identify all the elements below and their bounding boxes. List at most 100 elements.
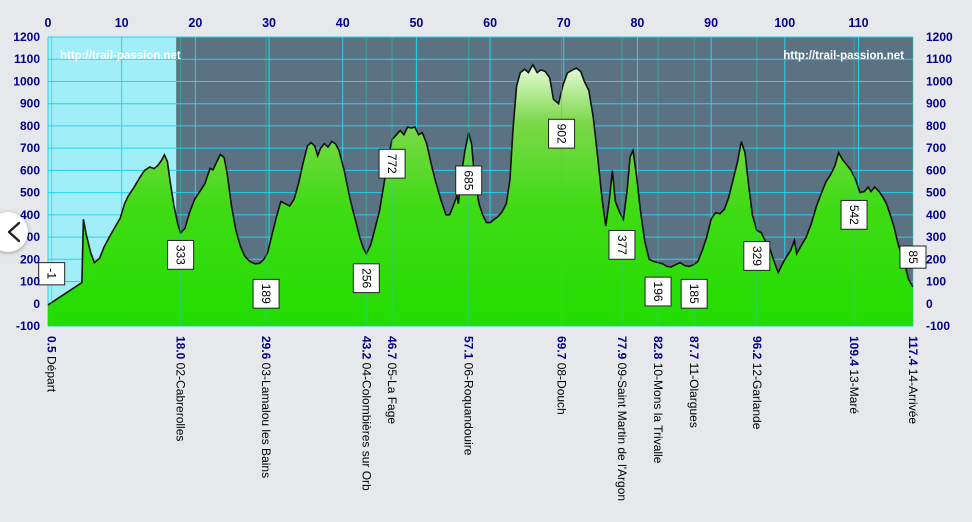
checkpoint-name: Départ xyxy=(45,353,59,393)
checkpoint-km: 46.7 xyxy=(385,336,399,360)
y-tick-label-left: 500 xyxy=(20,186,40,200)
checkpoint-label-box xyxy=(608,229,636,260)
x-tick-label: 30 xyxy=(262,16,276,30)
checkpoint-elevation-text: 196 xyxy=(651,282,665,302)
checkpoint-label-box xyxy=(899,245,927,269)
x-tick-label: 90 xyxy=(704,16,718,30)
checkpoint-axis-label: 109.4 13-Maré xyxy=(847,336,861,414)
checkpoint-elevation-text: 902 xyxy=(555,124,569,144)
checkpoint-label-box xyxy=(378,148,406,179)
y-tick-label-right: 1000 xyxy=(926,74,953,88)
checkpoint-label-box xyxy=(680,278,708,309)
y-tick-label-right: 400 xyxy=(926,208,946,222)
y-tick-label-right: 0 xyxy=(926,297,933,311)
chevron-left-icon xyxy=(7,221,21,243)
y-tick-label-right: 100 xyxy=(926,275,946,289)
y-tick-label-left: 700 xyxy=(20,141,40,155)
y-tick-label-right: -100 xyxy=(926,319,950,333)
checkpoint-name: 12-Garlande xyxy=(750,359,764,429)
checkpoint-name: 13-Maré xyxy=(847,366,861,414)
checkpoint-elevation-label: 196 xyxy=(644,276,672,307)
x-tick-label: 80 xyxy=(630,16,644,30)
checkpoint-elevation-label: 772 xyxy=(378,148,406,179)
checkpoint-axis-label: 117.4 14-Arrivée xyxy=(906,336,920,424)
checkpoint-km: 0.5 xyxy=(45,336,59,353)
checkpoint-elevation-label: 685 xyxy=(455,165,483,196)
checkpoint-elevation-label: 329 xyxy=(743,241,771,271)
checkpoint-axis-label: 69.7 08-Douch xyxy=(555,336,569,415)
checkpoint-elevation-text: 85 xyxy=(906,250,920,264)
y-tick-label-right: 300 xyxy=(926,230,946,244)
checkpoint-name: 09-Saint Martin de l'Argon xyxy=(615,359,629,501)
checkpoint-axis-label: 29.6 03-Lamalou les Bains xyxy=(259,336,273,478)
checkpoint-km: 18.0 xyxy=(174,336,188,360)
checkpoint-km: 77.9 xyxy=(615,336,629,360)
y-tick-label-left: 0 xyxy=(33,297,40,311)
x-tick-label: 100 xyxy=(774,16,795,30)
y-tick-label-right: 200 xyxy=(926,252,946,266)
checkpoint-elevation-text: 256 xyxy=(359,268,373,288)
y-tick-label-right: 500 xyxy=(926,186,946,200)
y-tick-label-left: 800 xyxy=(20,119,40,133)
checkpoint-elevation-label: 333 xyxy=(167,239,195,270)
checkpoint-elevation-text: 772 xyxy=(385,154,399,174)
checkpoint-axis-label: 0.5 Départ xyxy=(45,336,59,393)
checkpoint-km: 57.1 xyxy=(462,336,476,360)
x-tick-label: 70 xyxy=(557,16,571,30)
checkpoint-name: 08-Douch xyxy=(555,359,569,414)
checkpoint-elevation-text: 685 xyxy=(462,170,476,190)
checkpoint-elevation-label: 85 xyxy=(899,245,927,269)
checkpoint-annotations: -1 333 189 256 772 685 902 377 196 185 329 542 85 xyxy=(38,37,927,326)
checkpoint-elevation-label: 902 xyxy=(548,118,576,149)
y-tick-label-left: 100 xyxy=(20,275,40,289)
y-tick-label-right: 600 xyxy=(926,163,946,177)
checkpoint-label-box xyxy=(252,278,280,309)
checkpoint-km: 29.6 xyxy=(259,336,273,360)
checkpoint-axis-label: 77.9 09-Saint Martin de l'Argon xyxy=(615,336,629,501)
checkpoint-km: 109.4 xyxy=(847,336,861,366)
x-tick-label: 20 xyxy=(188,16,202,30)
x-tick-label: 0 xyxy=(45,16,52,30)
checkpoint-label-box xyxy=(743,241,771,271)
checkpoint-name: 04-Colombières sur Orb xyxy=(359,359,373,491)
x-tick-label: 10 xyxy=(115,16,129,30)
y-tick-label-right: 900 xyxy=(926,97,946,111)
checkpoint-axis-label: 43.2 04-Colombières sur Orb xyxy=(359,336,373,491)
checkpoint-km: 43.2 xyxy=(359,336,373,360)
y-tick-label-right: 700 xyxy=(926,141,946,155)
checkpoint-km: 82.8 xyxy=(651,336,665,360)
x-tick-label: 40 xyxy=(336,16,350,30)
checkpoint-axis-label: 57.1 06-Roquandouire xyxy=(462,336,476,456)
y-tick-label-left: 900 xyxy=(20,97,40,111)
checkpoint-elevation-text: -1 xyxy=(45,268,59,279)
checkpoint-name: 03-Lamalou les Bains xyxy=(259,359,273,478)
checkpoint-elevation-text: 333 xyxy=(174,245,188,265)
checkpoint-label-box xyxy=(167,239,195,270)
checkpoint-name: 06-Roquandouire xyxy=(462,359,476,455)
checkpoint-name: 02-Cabrerolles xyxy=(174,359,188,441)
x-tick-label: 110 xyxy=(848,16,868,30)
checkpoint-axis-label: 18.0 02-Cabrerolles xyxy=(174,336,188,441)
checkpoint-name: 14-Arrivée xyxy=(906,365,920,424)
elevation-area xyxy=(48,64,913,327)
axes: 0 10 20 30 40 50 60 70 80 90 100 110 -100 -100 0 0 100 10… xyxy=(13,16,953,501)
checkpoint-km: 117.4 xyxy=(906,336,920,366)
y-tick-label-left: 1000 xyxy=(13,74,40,88)
checkpoint-elevation-label: 185 xyxy=(680,278,708,309)
checkpoint-name: 11-Olargues xyxy=(687,359,701,427)
y-tick-label-right: 1100 xyxy=(926,52,952,66)
checkpoint-name: 05-La Fage xyxy=(385,359,399,424)
checkpoint-label-box xyxy=(840,199,868,230)
checkpoint-elevation-label: -1 xyxy=(38,262,66,286)
checkpoint-elevation-text: 189 xyxy=(259,284,273,304)
checkpoint-elevation-label: 189 xyxy=(252,278,280,309)
y-tick-label-right: 800 xyxy=(926,119,946,133)
x-tick-label: 60 xyxy=(483,16,497,30)
checkpoint-label-box xyxy=(644,276,672,307)
checkpoint-km: 69.7 xyxy=(555,336,569,360)
y-tick-label-left: -100 xyxy=(16,319,40,333)
checkpoint-label-box xyxy=(548,118,576,149)
y-tick-label-left: 1100 xyxy=(14,52,40,66)
watermark-left: http://trail-passion.net xyxy=(60,50,181,62)
